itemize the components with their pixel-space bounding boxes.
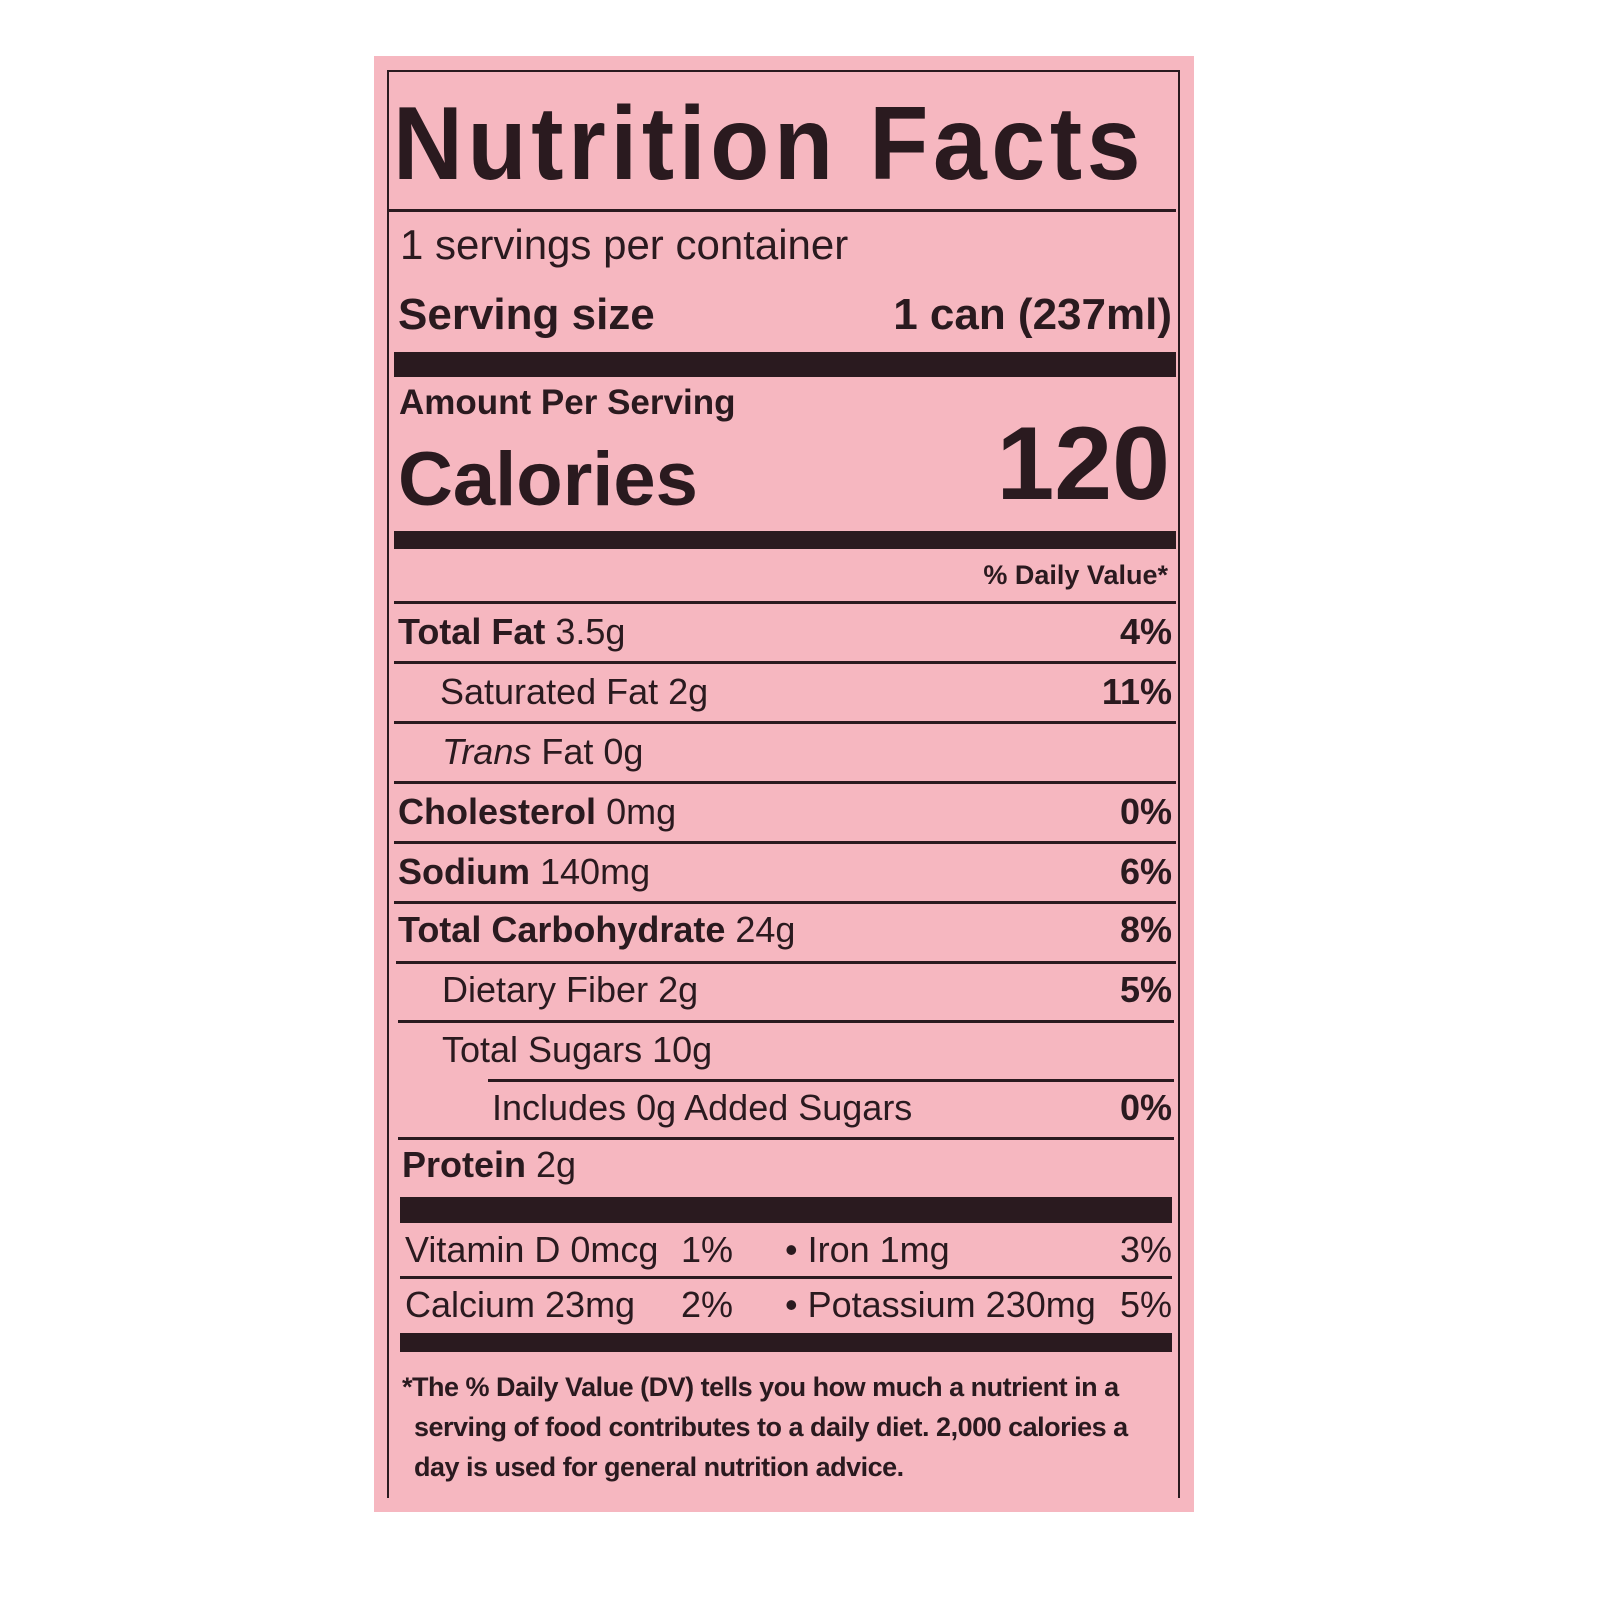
nutrient-row-dietary-fiber: Dietary Fiber 2g 5%	[442, 969, 1172, 1010]
thick-divider	[394, 352, 1176, 377]
nutrient-row-saturated-fat: Saturated Fat 2g 11%	[440, 671, 1172, 712]
thick-divider	[400, 1197, 1172, 1223]
nutrient-row-added-sugars: Includes 0g Added Sugars 0%	[492, 1087, 1172, 1128]
nutrient-row-total-carbohydrate: Total Carbohydrate 24g 8%	[398, 909, 1172, 950]
footnote-line: serving of food contributes to a daily d…	[414, 1412, 1128, 1442]
divider	[400, 1276, 1172, 1279]
divider	[394, 781, 1176, 784]
divider	[488, 1079, 1174, 1082]
label-background	[374, 56, 1194, 1512]
footnote-line: day is used for general nutrition advice…	[414, 1452, 904, 1482]
vitamin-row: Vitamin D 0mcg 1% • Iron 1mg 3%	[405, 1229, 1172, 1270]
amount-per-serving: Amount Per Serving	[399, 383, 736, 422]
divider	[389, 209, 1176, 212]
nutrient-row-protein: Protein 2g	[402, 1144, 577, 1185]
nutrient-row-total-fat: Total Fat 3.5g 4%	[398, 611, 1172, 652]
nutrient-row-cholesterol: Cholesterol 0mg 0%	[398, 791, 1172, 832]
divider	[394, 841, 1176, 844]
divider	[394, 661, 1176, 664]
calories-value: 120	[996, 406, 1170, 522]
servings-per-container: 1 servings per container	[400, 221, 849, 268]
calories-label: Calories	[398, 437, 698, 522]
divider	[394, 901, 1176, 904]
nutrient-row-sodium: Sodium 140mg 6%	[398, 851, 1172, 892]
divider	[398, 1020, 1174, 1023]
thick-divider	[400, 1333, 1172, 1352]
label-border	[387, 70, 1180, 1498]
nutrient-row-total-sugars: Total Sugars 10g	[442, 1029, 713, 1070]
thick-divider	[394, 531, 1176, 549]
vitamin-row: Calcium 23mg 2% • Potassium 230mg 5%	[405, 1284, 1172, 1325]
serving-size-value: 1 can (237ml)	[893, 290, 1172, 339]
footnote-line: *The % Daily Value (DV) tells you how mu…	[402, 1372, 1119, 1402]
divider	[394, 721, 1176, 724]
divider	[394, 601, 1176, 604]
divider	[398, 1137, 1174, 1140]
divider	[396, 961, 1176, 964]
serving-size-label: Serving size	[398, 290, 655, 339]
daily-value-header: % Daily Value*	[983, 560, 1168, 590]
label-title: Nutrition Facts	[393, 86, 1146, 202]
nutrient-row-trans-fat: Trans Fat 0g	[442, 731, 644, 772]
